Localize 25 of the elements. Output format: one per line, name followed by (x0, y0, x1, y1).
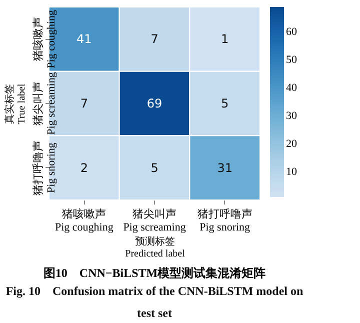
text: Fig. 10 Confusion matrix of the CNN-BiLSTM model on test set (6, 284, 304, 320)
color-bar-label: 60 (286, 26, 298, 38)
color-bar-label: 50 (286, 54, 298, 66)
color-bar-label: 30 (286, 110, 298, 122)
x-axis-title: 预测标签 Predicted label (125, 236, 186, 260)
y-axis-title: 真实标签 True label (4, 84, 28, 124)
data-label: 41 (76, 32, 92, 46)
data-label: 1 (221, 32, 229, 46)
data-label: 2 (80, 160, 88, 175)
y-tick-label: 猪打呼噜声 Pig snoring (32, 140, 58, 196)
text: 图10 CNN−BiLSTM模型测试集混淆矩阵 (43, 266, 266, 280)
y-tick-label: 猪尖叫声 Pig screaming (32, 72, 58, 135)
y-tick-label: 猪咳嗽声 Pig coughing (32, 9, 58, 68)
data-label: 7 (80, 96, 88, 110)
color-bar-label: 10 (286, 166, 298, 178)
data-label: 5 (221, 96, 229, 110)
x-tick-label: 猪咳嗽声 Pig coughing (54, 208, 114, 234)
data-label: 7 (150, 32, 158, 46)
color-bar-label: 20 (286, 138, 298, 150)
x-tick-label: 猪打呼噜声 Pig snoring (197, 208, 252, 234)
x-tick-label: 猪尖叫声 Pig screaming (123, 208, 186, 234)
color-bar-label: 40 (286, 82, 298, 94)
data-label: 31 (217, 160, 232, 175)
data-label: 5 (150, 160, 158, 175)
data-label: 69 (146, 96, 162, 110)
